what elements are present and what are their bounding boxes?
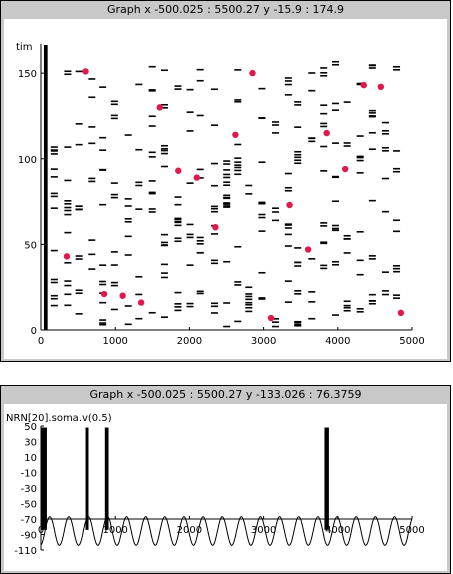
x-tick-label: 0 — [38, 336, 44, 347]
y-tick-label: -90 — [21, 531, 37, 542]
spike-marker — [323, 129, 330, 137]
spike-marker — [397, 309, 405, 317]
spike-marker — [212, 224, 219, 231]
spike-marker — [63, 253, 71, 260]
y-tick-label: 50 — [24, 240, 37, 251]
raster-chart: tim 0 1000 2000 3000 4000 5000 0 50 100 150 — [16, 42, 425, 347]
y-tick-label: -110 — [14, 546, 37, 557]
y-tick-label: 100 — [18, 155, 37, 166]
spike-marker — [267, 314, 275, 322]
spike-marker — [377, 83, 385, 91]
spike-marker — [119, 292, 126, 299]
plot-canvas[interactable]: tim 0 1000 2000 3000 4000 5000 0 50 100 150 — [4, 19, 447, 359]
x-tick-label: 2000 — [177, 525, 202, 536]
dense-spike-band — [43, 45, 48, 330]
window-title: Graph x -500.025 : 5500.27 y -133.026 : … — [89, 388, 362, 401]
x-tick-label: 1000 — [102, 336, 127, 347]
x-tick-label: 4000 — [325, 336, 350, 347]
spike-marker — [249, 69, 256, 77]
y-tick-label: 50 — [24, 422, 37, 433]
spike-burst — [104, 427, 109, 530]
x-tick-label: 5000 — [399, 336, 424, 347]
y-series-label: NRN[20].soma.v(0.5) — [6, 413, 112, 424]
y-tick-label: -30 — [21, 484, 37, 495]
y-tick-label: -10 — [21, 469, 37, 480]
y-tick-label: 150 — [18, 69, 37, 80]
spike-burst — [41, 427, 47, 530]
x-tick-label: 4000 — [325, 525, 350, 536]
spike-marker — [137, 299, 145, 306]
spike-burst — [324, 427, 329, 530]
x-tick-label: 3000 — [251, 525, 276, 536]
voltage-trace — [40, 516, 413, 546]
x-tick-label: 0 — [38, 525, 44, 536]
x-tick-label: 1000 — [102, 525, 127, 536]
spike-marker — [175, 167, 182, 174]
spike-marker — [360, 81, 367, 89]
window-title: Graph x -500.025 : 5500.27 y -15.9 : 174… — [106, 3, 345, 16]
y-tick-label: 0 — [31, 326, 37, 337]
y-tick-label: 30 — [24, 438, 37, 449]
x-tick-label: 2000 — [177, 336, 202, 347]
spike-marker — [286, 201, 293, 209]
y-tick-label: 10 — [24, 453, 37, 464]
x-tick-label: 5000 — [399, 525, 424, 536]
spike-marker — [342, 165, 349, 173]
spike-marker — [193, 174, 201, 181]
spike-marker — [232, 131, 239, 138]
x-tick-label: 3000 — [251, 336, 276, 347]
graph-window-voltage[interactable]: Graph x -500.025 : 5500.27 y -133.026 : … — [0, 385, 451, 574]
spike-marker — [100, 290, 108, 298]
y-tick-label: -50 — [21, 500, 37, 511]
y-tick-label: -70 — [21, 515, 37, 526]
spike-burst — [85, 427, 89, 530]
voltage-chart: NRN[20].soma.v(0.5) 0 1000 2000 3000 4000 500… — [6, 413, 425, 557]
plot-canvas[interactable]: NRN[20].soma.v(0.5) 0 1000 2000 3000 4000 500… — [4, 404, 447, 571]
y-series-label: tim — [16, 42, 32, 53]
spike-marker — [156, 104, 163, 111]
spike-marker — [304, 246, 312, 253]
spike-marker — [82, 68, 89, 75]
graph-window-raster[interactable]: Graph x -500.025 : 5500.27 y -15.9 : 174… — [0, 0, 451, 362]
